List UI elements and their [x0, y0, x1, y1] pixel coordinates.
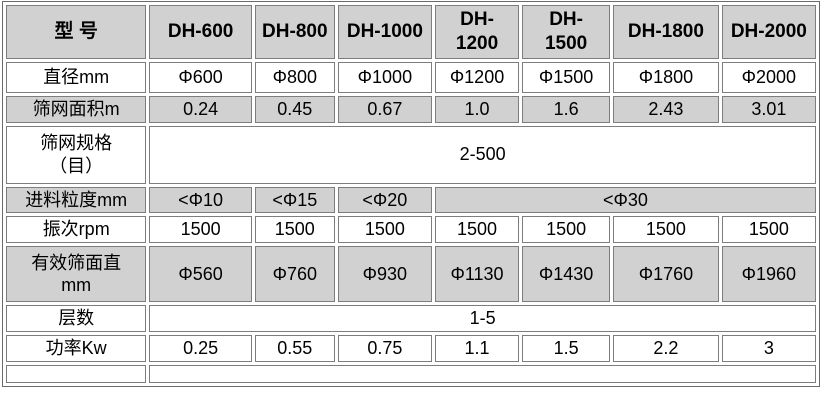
row-label: 筛网规格 （目） [6, 125, 147, 184]
row-power: 功率Kw 0.25 0.55 0.75 1.1 1.5 2.2 3 [6, 335, 816, 362]
cell-value: Φ1960 [721, 246, 816, 302]
row-label: 层数 [6, 305, 147, 332]
row-label: 有效筛面直 mm [6, 246, 147, 302]
cell-value: 1500 [613, 216, 719, 243]
cell-value: 3.01 [721, 96, 816, 123]
row-vibration-freq: 振次rpm 1500 1500 1500 1500 1500 1500 1500 [6, 216, 816, 243]
row-screen-area: 筛网面积m 0.24 0.45 0.67 1.0 1.6 2.43 3.01 [6, 96, 816, 123]
row-label: 振次rpm [6, 216, 147, 243]
cell-value: Φ1200 [435, 62, 520, 93]
header-model-dh600: DH-600 [149, 5, 252, 59]
cell-value: Φ1000 [337, 62, 433, 93]
partial-cell [6, 364, 147, 383]
cell-value: Φ930 [337, 246, 433, 302]
cell-value: 0.55 [254, 335, 335, 362]
cell-value: 1.1 [435, 335, 520, 362]
row-mesh-spec: 筛网规格 （目） 2-500 [6, 125, 816, 184]
merged-cell-value: <Φ30 [435, 186, 816, 213]
cell-value: Φ1130 [435, 246, 520, 302]
row-partial-clipped [6, 364, 816, 383]
cell-value: 2.2 [613, 335, 719, 362]
row-label: 功率Kw [6, 335, 147, 362]
cell-value: 1500 [721, 216, 816, 243]
row-effective-screen: 有效筛面直 mm Φ560 Φ760 Φ930 Φ1130 Φ1430 Φ176… [6, 246, 816, 302]
cell-value: 1.5 [522, 335, 611, 362]
cell-value: 1500 [522, 216, 611, 243]
cell-value: Φ1760 [613, 246, 719, 302]
header-model-dh1200: DH- 1200 [435, 5, 520, 59]
cell-value: 0.67 [337, 96, 433, 123]
cell-value: Φ600 [149, 62, 252, 93]
cell-value: <Φ10 [149, 186, 252, 213]
header-model-label: 型 号 [6, 5, 147, 59]
cell-value: Φ560 [149, 246, 252, 302]
cell-value: 2.43 [613, 96, 719, 123]
merged-cell-value: 2-500 [149, 125, 816, 184]
cell-value: 0.75 [337, 335, 433, 362]
cell-value: Φ1430 [522, 246, 611, 302]
cell-value: <Φ15 [254, 186, 335, 213]
cell-value: 1.0 [435, 96, 520, 123]
cell-value: 1500 [254, 216, 335, 243]
header-model-dh1000: DH-1000 [337, 5, 433, 59]
cell-value: 0.25 [149, 335, 252, 362]
cell-value: Φ1500 [522, 62, 611, 93]
row-layers: 层数 1-5 [6, 305, 816, 332]
header-model-dh800: DH-800 [254, 5, 335, 59]
cell-value: <Φ20 [337, 186, 433, 213]
row-label: 筛网面积m [6, 96, 147, 123]
cell-value: 3 [721, 335, 816, 362]
header-model-dh1500: DH- 1500 [522, 5, 611, 59]
spec-table: 型 号 DH-600 DH-800 DH-1000 DH- 1200 DH- 1… [2, 1, 820, 387]
row-label: 进料粒度mm [6, 186, 147, 213]
cell-value: Φ760 [254, 246, 335, 302]
header-model-dh2000: DH-2000 [721, 5, 816, 59]
cell-value: 1500 [337, 216, 433, 243]
header-row: 型 号 DH-600 DH-800 DH-1000 DH- 1200 DH- 1… [6, 5, 816, 59]
cell-value: Φ800 [254, 62, 335, 93]
cell-value: Φ2000 [721, 62, 816, 93]
merged-cell-value: 1-5 [149, 305, 816, 332]
cell-value: 1.6 [522, 96, 611, 123]
cell-value: 1500 [435, 216, 520, 243]
row-diameter: 直径mm Φ600 Φ800 Φ1000 Φ1200 Φ1500 Φ1800 Φ… [6, 62, 816, 93]
row-label: 直径mm [6, 62, 147, 93]
header-model-dh1800: DH-1800 [613, 5, 719, 59]
cell-value: 1500 [149, 216, 252, 243]
partial-cell [149, 364, 816, 383]
row-feed-size: 进料粒度mm <Φ10 <Φ15 <Φ20 <Φ30 [6, 186, 816, 213]
cell-value: 0.45 [254, 96, 335, 123]
cell-value: 0.24 [149, 96, 252, 123]
cell-value: Φ1800 [613, 62, 719, 93]
